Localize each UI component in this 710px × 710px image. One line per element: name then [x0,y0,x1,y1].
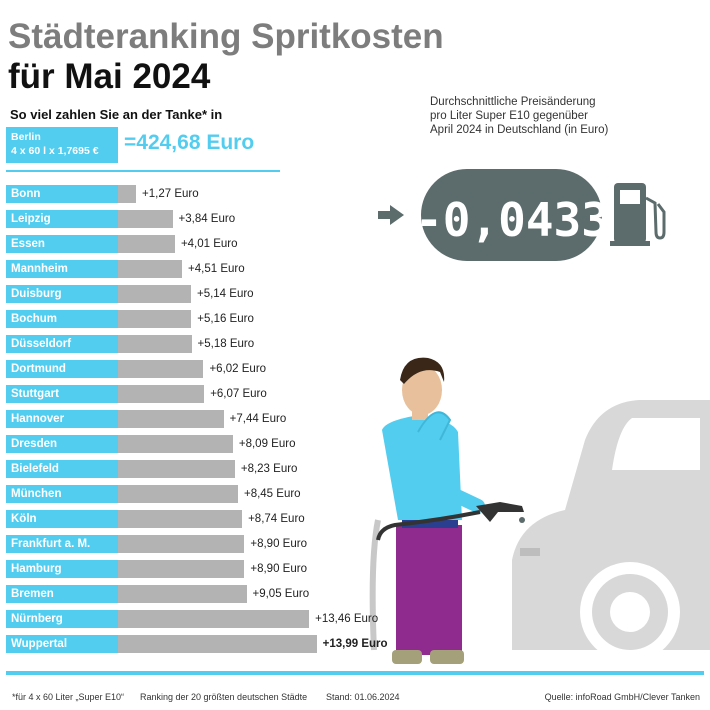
berlin-divider [6,170,280,172]
berlin-calc: 4 x 60 l x 1,7695 € [11,145,99,157]
stand-date: Stand: 01.06.2024 [326,692,400,702]
arrow-right-icon [378,205,404,225]
price-change-line-2: pro Liter Super E10 gegenüber [430,110,588,122]
fuel-pump-icon [610,183,666,246]
berlin-total: =424,68 Euro [124,131,255,154]
person-icon [369,357,525,664]
berlin-city: Berlin [11,131,41,143]
footer-divider [6,671,704,675]
footnote: *für 4 x 60 Liter „Super E10“ [12,692,125,702]
subtitle: So viel zahlen Sie an der Tanke* in [10,107,223,122]
source-note: Quelle: infoRoad GmbH/Clever Tanken [544,692,700,702]
price-change-value: -0,0433 [415,193,609,247]
price-change-description: Durchschnittliche Preisänderung pro Lite… [430,95,650,137]
title-line-2: für Mai 2024 [8,57,211,96]
berlin-box: Berlin 4 x 60 l x 1,7695 € [6,127,118,163]
ranking-note: Ranking der 20 größten deutschen Städte [140,692,308,702]
price-change-line-3: April 2024 in Deutschland (in Euro) [430,124,609,136]
car-icon [512,400,710,662]
price-change-line-1: Durchschnittliche Preisänderung [430,96,596,108]
title-line-1: Städteranking Spritkosten [8,17,444,56]
